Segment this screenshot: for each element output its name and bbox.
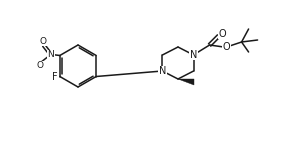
Text: F: F [52, 71, 57, 81]
Polygon shape [178, 79, 194, 85]
Text: N: N [159, 66, 166, 76]
Text: O: O [36, 61, 43, 70]
Text: O: O [223, 42, 230, 52]
Text: N: N [190, 50, 197, 60]
Text: N: N [48, 50, 54, 59]
Text: O: O [39, 37, 46, 46]
Text: O: O [219, 29, 226, 39]
